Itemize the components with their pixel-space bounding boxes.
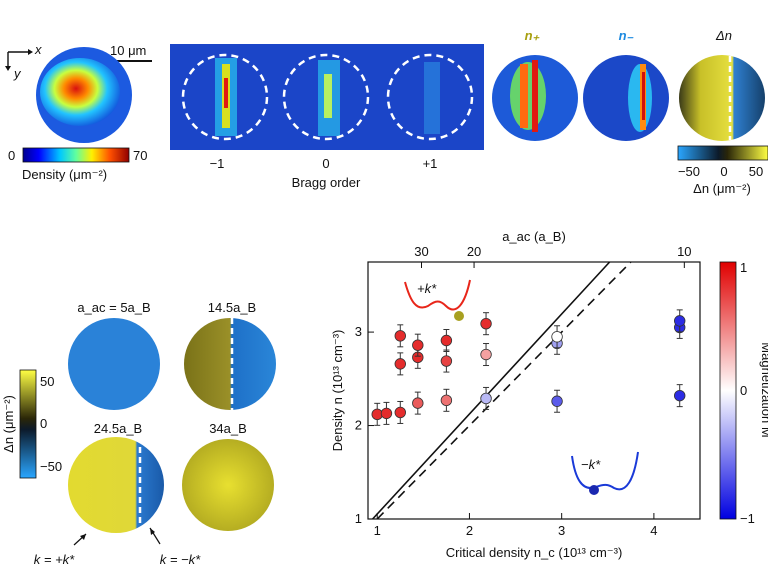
top-tick-label: 20	[467, 244, 481, 259]
dn-cbar-tick-50: 50	[749, 164, 763, 179]
xy-axis-indicator: x y	[5, 42, 42, 81]
x-tick-label: 4	[650, 523, 657, 538]
k-minus-label: k = −k*	[160, 552, 201, 567]
data-point	[394, 330, 406, 342]
x-tick-label: 1	[374, 523, 381, 538]
panel-label-5aB: a_ac = 5a_B	[77, 300, 150, 315]
magnetization-colorbar	[719, 261, 737, 520]
bragg-tick-0: 0	[322, 156, 329, 171]
bl-cbar-label: Δn (μm⁻²)	[1, 395, 16, 453]
data-point	[440, 394, 453, 407]
dn-panel-24.5aB	[68, 437, 164, 533]
plot-frame	[367, 261, 701, 520]
plus-k-label: +k*	[417, 281, 437, 296]
plus-k-potential-curve	[404, 279, 471, 311]
data-point	[394, 406, 406, 419]
dn-panel-34aB	[182, 439, 274, 531]
bl-cbar-tick-minus50: −50	[40, 459, 62, 474]
data-point	[480, 348, 492, 361]
n-minus-image	[583, 55, 669, 141]
data-point	[380, 407, 393, 420]
solid-line	[372, 261, 611, 520]
panel-label-34aB: 34a_B	[209, 421, 247, 436]
k-arrows	[73, 527, 161, 546]
data-point	[394, 358, 406, 370]
density-cbar-min: 0	[8, 148, 15, 163]
x-tick-label: 3	[558, 523, 565, 538]
data-point	[480, 317, 492, 330]
top-tick-label: 30	[414, 244, 428, 259]
n-plus-image	[492, 55, 578, 141]
data-point	[412, 339, 424, 351]
data-point	[551, 331, 563, 343]
bragg-order-0	[282, 53, 370, 141]
bragg-tick-minus1: −1	[210, 156, 225, 171]
panel-label-14.5aB: 14.5a_B	[208, 300, 256, 315]
scale-bar-label: 10 μm	[110, 43, 146, 58]
dn-cbar-tick-minus50: −50	[678, 164, 700, 179]
data-point	[551, 395, 563, 407]
n-plus-label: n₊	[525, 28, 540, 43]
y-axis-label: Density n (10¹³ cm⁻³)	[330, 330, 345, 452]
density-colorbar	[22, 147, 130, 163]
bl-cbar-tick-50: 50	[40, 374, 54, 389]
plus-k-dot	[454, 311, 464, 321]
m-cbar-tick-0: 0	[740, 383, 747, 398]
m-cbar-label: Magnetization M	[759, 342, 768, 437]
delta-n-colorbar	[677, 145, 768, 161]
dn-panel-14.5aB	[184, 318, 276, 410]
y-tick-label: 1	[355, 511, 362, 526]
top-tick-label: 10	[677, 244, 691, 259]
density-cbar-max: 70	[133, 148, 147, 163]
minus-k-potential-curve	[571, 451, 639, 491]
bl-cbar-tick-0: 0	[40, 416, 47, 431]
minus-k-label: −k*	[581, 457, 601, 472]
data-point	[674, 315, 686, 327]
x-axis-label: Critical density n_c (10¹³ cm⁻³)	[446, 545, 623, 560]
n-minus-label: n₋	[619, 28, 634, 43]
dashed-line	[376, 261, 632, 520]
bl-colorbar	[19, 369, 37, 479]
dn-cbar-label: Δn (μm⁻²)	[693, 181, 751, 196]
minus-k-dot	[589, 485, 599, 495]
data-point	[674, 389, 686, 402]
m-cbar-tick-minus1: −1	[740, 511, 755, 526]
dn-cbar-tick-0: 0	[720, 164, 727, 179]
bragg-order-minus1	[181, 53, 269, 141]
bragg-axis-label: Bragg order	[292, 175, 361, 190]
x-tick-label: 2	[466, 523, 473, 538]
dn-panel-5aB	[68, 318, 160, 410]
m-cbar-tick-1: 1	[740, 260, 747, 275]
density-blob	[40, 58, 120, 126]
magnetization-chart: 1 2 3 4 1 2 3 30 20 10 a_ac (a_B) Critical density …	[330, 229, 701, 560]
panel-label-24.5aB: 24.5a_B	[94, 421, 142, 436]
axis-x-label: x	[34, 42, 42, 57]
delta-n-image	[679, 55, 765, 141]
bragg-order-plus1	[386, 53, 474, 141]
data-point	[440, 355, 453, 367]
density-cbar-label: Density (μm⁻²)	[22, 167, 107, 182]
data-point	[480, 392, 492, 405]
axis-y-label: y	[13, 66, 22, 81]
k-plus-label: k = +k*	[34, 552, 75, 567]
data-point	[412, 397, 424, 409]
top-axis-label: a_ac (a_B)	[502, 229, 566, 244]
delta-n-label: Δn	[715, 28, 732, 43]
y-tick-label: 2	[355, 418, 362, 433]
bragg-tick-plus1: +1	[423, 156, 438, 171]
data-point	[440, 334, 453, 347]
y-tick-label: 3	[355, 324, 362, 339]
